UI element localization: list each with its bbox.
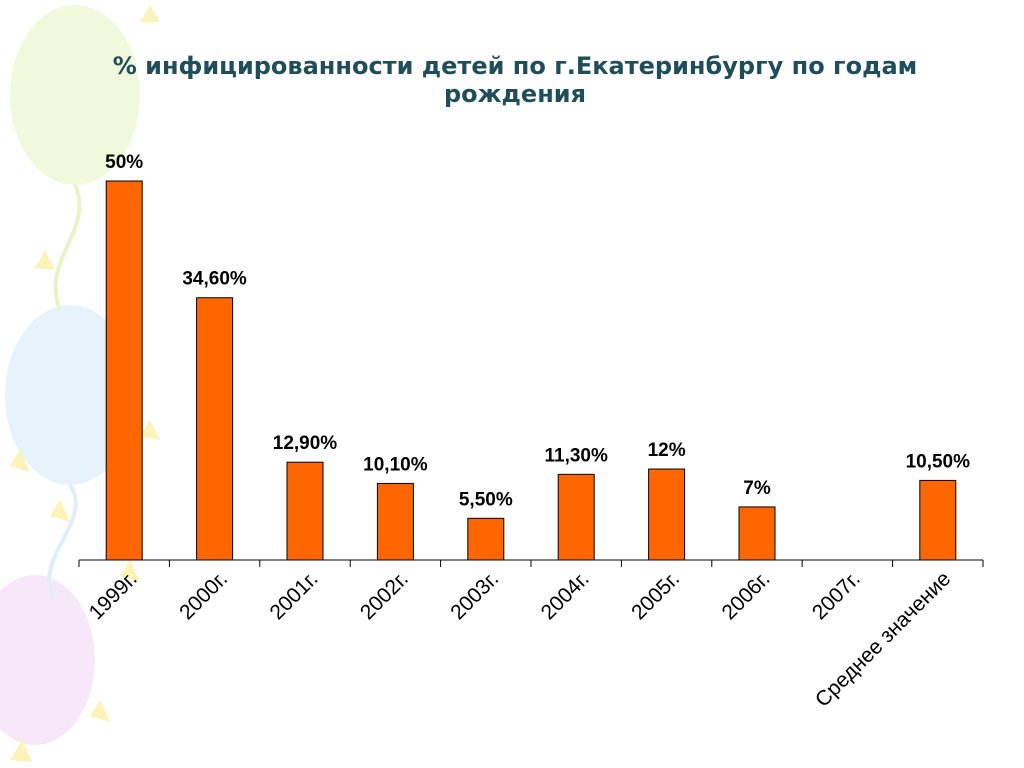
x-tick-label: 2000г. (175, 567, 232, 624)
x-tick-labels-layer: 1999г. 2000г. 2001г. 2002г. 2003г. 2004г. 2005… (85, 567, 956, 711)
x-tick-label: 2007г. (808, 567, 865, 624)
bar (105, 180, 143, 561)
bar (738, 506, 776, 561)
data-label: 7% (743, 478, 771, 499)
data-label: 34,60% (182, 269, 247, 290)
bar (648, 468, 686, 561)
data-label: 12,90% (273, 433, 338, 454)
data-label: 12% (648, 440, 686, 461)
data-label: 5,50% (459, 489, 513, 510)
x-tick-label: 2004г. (537, 567, 594, 624)
x-tick-label: 2003г. (446, 567, 503, 624)
data-labels-layer: 50% 34,60% 12,90% 10,10% 5,50% 11,30% 12% 7% 10,… (105, 152, 970, 510)
data-label: 50% (105, 152, 143, 173)
bars-layer (105, 180, 957, 561)
x-axis (78, 559, 984, 567)
x-tick-label: 2001г. (266, 567, 323, 624)
bar (557, 473, 595, 561)
bar (286, 461, 324, 561)
data-label: 10,10% (363, 454, 428, 475)
x-tick-label: 2002г. (356, 567, 413, 624)
bar (196, 297, 234, 561)
bar (919, 479, 957, 561)
bar (376, 482, 414, 561)
data-label: 10,50% (906, 451, 971, 472)
x-tick-label: 1999г. (85, 567, 142, 624)
bar (467, 517, 505, 561)
data-label: 11,30% (544, 445, 607, 466)
x-tick-label: 2005г. (627, 567, 684, 624)
x-tick-label: 2006г. (718, 567, 775, 624)
chart-title: % инфицированности детей по г.Екатеринбу… (112, 52, 918, 108)
